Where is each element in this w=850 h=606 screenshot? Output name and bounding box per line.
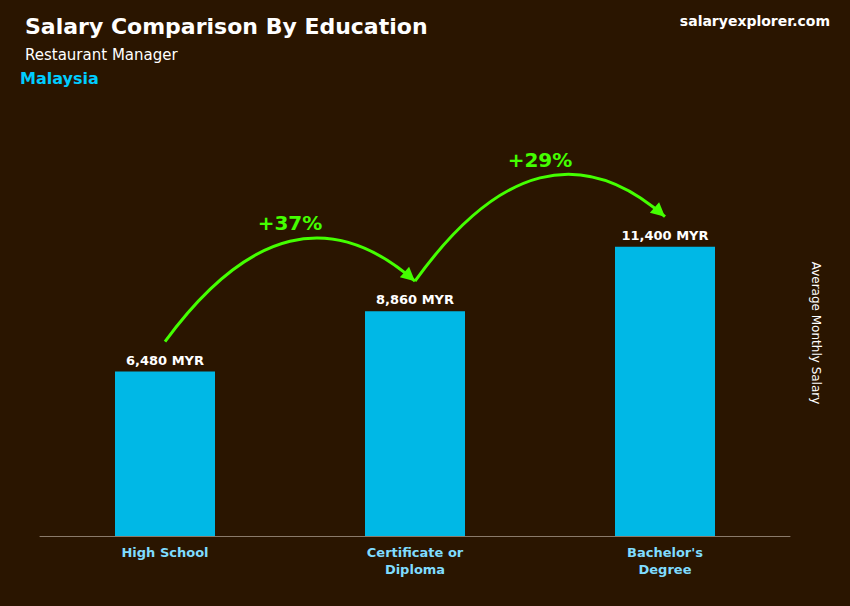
svg-text:+37%: +37% xyxy=(258,211,323,235)
svg-text:11,400 MYR: 11,400 MYR xyxy=(621,228,708,243)
svg-text:Average Monthly Salary: Average Monthly Salary xyxy=(809,262,823,405)
svg-text:High School: High School xyxy=(121,545,208,560)
svg-text:Certificate or: Certificate or xyxy=(367,545,464,560)
svg-text:Salary Comparison By Education: Salary Comparison By Education xyxy=(25,14,428,39)
svg-text:+29%: +29% xyxy=(508,148,573,172)
svg-text:salaryexplorer.com: salaryexplorer.com xyxy=(680,13,830,29)
svg-text:8,860 MYR: 8,860 MYR xyxy=(376,292,454,307)
svg-text:Degree: Degree xyxy=(639,562,692,577)
svg-text:Malaysia: Malaysia xyxy=(20,69,99,88)
svg-text:Bachelor's: Bachelor's xyxy=(627,545,703,560)
svg-text:Restaurant Manager: Restaurant Manager xyxy=(25,46,178,64)
svg-text:Diploma: Diploma xyxy=(385,562,445,577)
svg-text:6,480 MYR: 6,480 MYR xyxy=(126,353,204,368)
